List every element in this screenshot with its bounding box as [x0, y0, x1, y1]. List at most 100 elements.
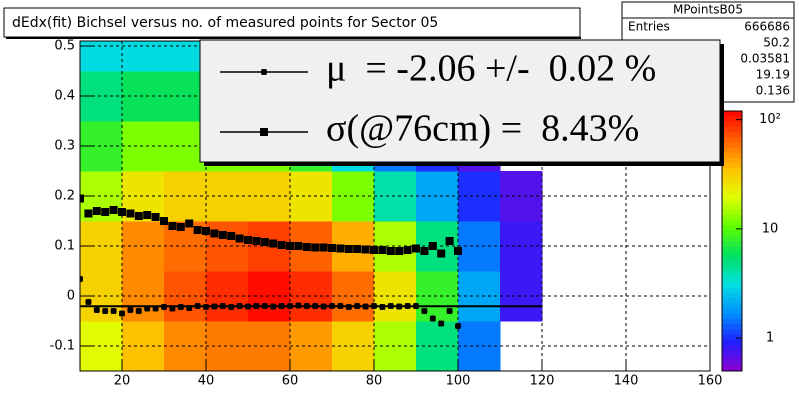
star-marker	[404, 302, 411, 310]
square-marker	[151, 213, 160, 221]
square-marker	[361, 245, 370, 254]
y-tick-label: 0.1	[54, 239, 75, 254]
star-marker	[269, 303, 277, 310]
square-marker	[294, 242, 303, 250]
palette-step	[722, 230, 742, 237]
square-marker	[160, 217, 168, 225]
square-marker	[386, 247, 395, 255]
palette-step	[722, 334, 742, 341]
square-marker	[344, 245, 353, 253]
palette-step	[722, 142, 742, 148]
y-tick-label: 0.5	[54, 39, 75, 54]
square-marker	[277, 241, 286, 249]
square-marker	[235, 234, 244, 243]
square-marker	[412, 244, 420, 253]
star-marker	[211, 303, 218, 310]
square-marker	[176, 223, 185, 231]
palette-step	[722, 157, 742, 164]
palette-step	[722, 220, 742, 226]
palette-step	[722, 163, 742, 169]
star-marker	[152, 305, 159, 312]
star-marker	[236, 302, 243, 310]
x-tick-label: 20	[114, 374, 131, 389]
palette-step	[722, 308, 742, 315]
palette-step	[722, 199, 742, 206]
palette-step	[722, 183, 742, 190]
square-marker	[328, 244, 336, 252]
palette-step	[722, 194, 742, 200]
palette-step	[722, 329, 742, 336]
square-marker	[353, 245, 362, 253]
star-marker	[421, 307, 428, 315]
star-marker	[253, 302, 260, 310]
palette-step	[722, 277, 742, 284]
square-marker	[244, 236, 252, 244]
chart-title: dEdx(fit) Bichsel versus no. of measured…	[12, 15, 438, 31]
star-marker	[93, 306, 101, 314]
palette-step	[722, 189, 742, 195]
stats-title: MPointsB05	[673, 3, 743, 17]
star-marker	[320, 303, 327, 310]
star-marker	[194, 302, 201, 310]
square-marker	[395, 247, 404, 255]
star-marker	[353, 302, 361, 310]
star-marker	[303, 302, 311, 310]
square-marker	[185, 219, 194, 228]
palette-step	[722, 256, 742, 263]
palette-step	[722, 267, 742, 273]
palette-step	[722, 126, 742, 133]
palette-step	[722, 313, 742, 320]
square-marker	[252, 237, 261, 245]
y-tick-label: 0	[67, 289, 75, 304]
square-marker	[227, 232, 236, 240]
palette-step	[722, 147, 742, 154]
star-marker	[446, 307, 453, 315]
palette-step	[722, 282, 742, 289]
star-marker	[127, 306, 134, 314]
palette-step	[722, 209, 742, 216]
palette-step	[722, 272, 742, 278]
palette-step	[722, 319, 742, 325]
star-marker	[379, 303, 386, 311]
palette-step	[722, 355, 742, 362]
y-tick-label: 0.2	[54, 189, 75, 204]
stats-value: 50.2	[763, 36, 790, 50]
star-marker	[311, 302, 319, 310]
palette-step	[722, 178, 742, 185]
star-marker	[286, 302, 294, 310]
square-marker	[101, 208, 110, 216]
square-marker	[193, 226, 202, 234]
x-tick-label: 100	[446, 374, 471, 389]
star-marker	[202, 303, 210, 311]
square-marker	[109, 206, 118, 214]
palette-step	[722, 131, 742, 138]
palette-step	[722, 287, 742, 294]
palette-step	[722, 204, 742, 211]
palette-step	[722, 173, 742, 180]
star-marker	[454, 322, 462, 330]
square-marker	[210, 229, 219, 238]
star-marker	[387, 302, 395, 310]
z-tick-label: 10	[762, 221, 779, 236]
square-marker	[92, 207, 101, 215]
square-marker	[302, 243, 311, 251]
star-marker	[437, 320, 445, 327]
palette-step	[722, 365, 742, 372]
star-marker	[345, 303, 353, 311]
square-marker	[118, 208, 126, 216]
palette-step	[722, 168, 742, 174]
square-marker	[336, 244, 345, 253]
x-tick-label: 60	[282, 374, 299, 389]
star-marker	[143, 305, 151, 312]
y-tick-label: 0.4	[54, 89, 75, 104]
palette-frame	[721, 110, 743, 372]
title-box	[3, 7, 581, 38]
palette-step	[722, 137, 742, 143]
square-marker	[454, 247, 462, 255]
palette-step	[722, 360, 742, 367]
square-marker	[319, 243, 328, 252]
star-marker	[328, 302, 336, 310]
square-marker	[370, 246, 378, 254]
square-marker	[311, 243, 320, 252]
